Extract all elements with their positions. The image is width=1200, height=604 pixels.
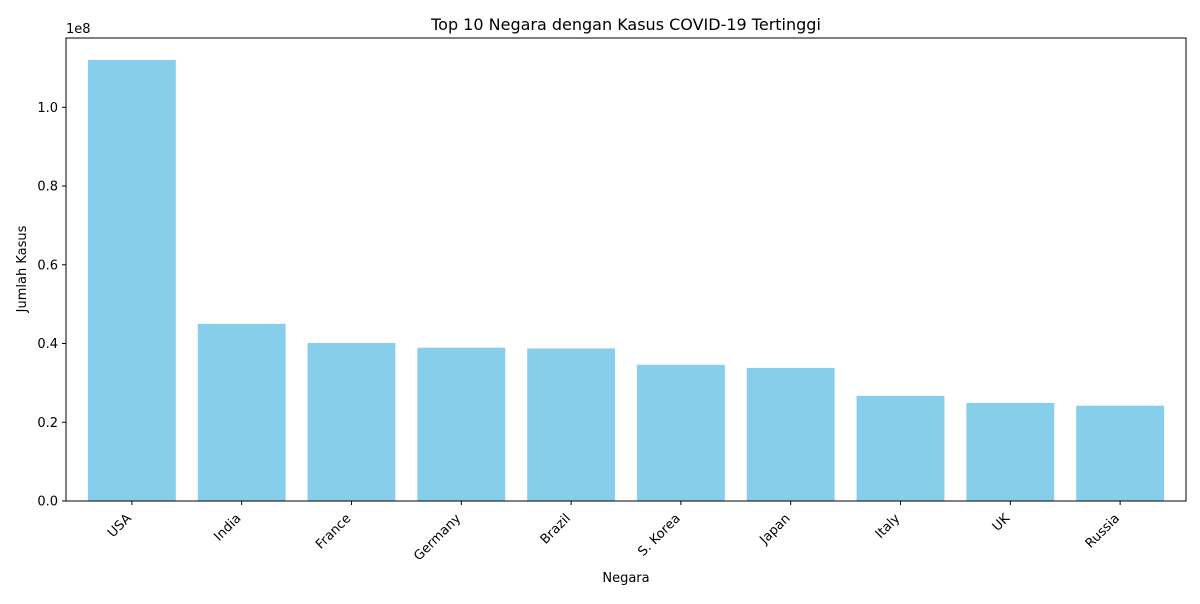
bar-japan — [746, 367, 835, 501]
y-tick-label: 0.6 — [37, 258, 58, 273]
x-axis-ticks: USA India France Germany Brazil S. Korea Japan… — [105, 501, 1123, 564]
bar-usa — [87, 60, 176, 502]
bar-germany — [417, 347, 506, 501]
bar-italy — [856, 395, 945, 501]
x-tick-label: France — [313, 511, 354, 552]
x-tick-label: Germany — [411, 511, 464, 564]
x-tick-label: Japan — [757, 511, 794, 548]
y-tick-label: 0.8 — [37, 180, 58, 195]
x-axis-label: Negara — [602, 571, 649, 586]
y-tick-label: 1.0 — [37, 101, 58, 116]
y-tick-label: 0.0 — [37, 495, 58, 510]
y-axis-scale-label: 1e8 — [66, 22, 91, 37]
bar-russia — [1076, 405, 1165, 501]
x-tick-label: USA — [105, 511, 135, 541]
x-tick-label: India — [211, 511, 244, 544]
plot-frame — [65, 37, 1187, 502]
x-tick-label: UK — [990, 511, 1014, 535]
x-tick-label: Brazil — [538, 511, 574, 547]
y-axis-label: Jumlah Kasus — [15, 225, 30, 313]
y-axis-ticks: 0.0 0.2 0.4 0.6 0.8 1.0 — [37, 101, 66, 510]
chart-title: Top 10 Negara dengan Kasus COVID-19 Tert… — [430, 15, 821, 34]
bar-brazil — [527, 348, 616, 501]
bar-uk — [966, 402, 1055, 501]
x-tick-label: S. Korea — [635, 511, 683, 559]
bar-s-korea — [636, 364, 725, 501]
bars-layer — [87, 60, 1165, 502]
bar-india — [197, 323, 286, 501]
x-tick-label: Italy — [873, 511, 904, 542]
x-tick-label: Russia — [1083, 511, 1123, 551]
y-tick-label: 0.4 — [37, 337, 58, 352]
y-tick-label: 0.2 — [37, 416, 58, 431]
bar-france — [307, 342, 396, 501]
